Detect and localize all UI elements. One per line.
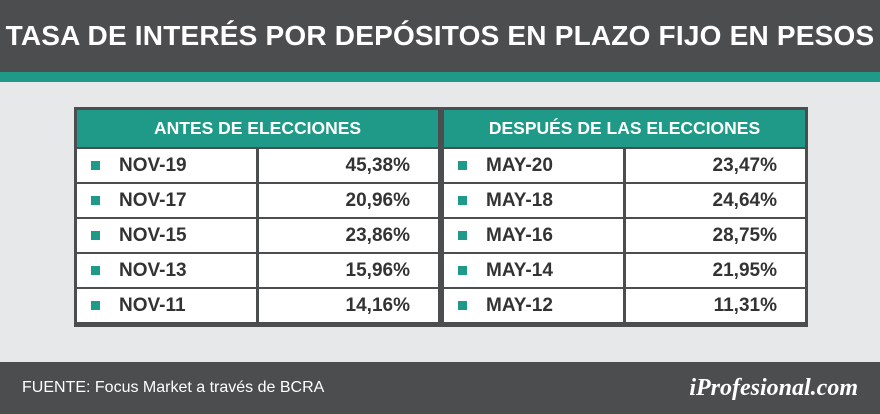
rate-value: 11,31% [626, 289, 805, 322]
period-label: MAY-18 [486, 190, 553, 211]
table-row: MAY-18 24,64% [444, 184, 805, 217]
period-cell: NOV-15 [77, 219, 256, 252]
period-cell: MAY-14 [444, 254, 623, 287]
square-bullet-icon [91, 161, 100, 170]
period-label: MAY-14 [486, 260, 553, 281]
column-header: ANTES DE ELECCIONES [77, 110, 438, 147]
rate-value: 28,75% [626, 219, 805, 252]
period-label: MAY-20 [486, 155, 553, 176]
square-bullet-icon [91, 196, 100, 205]
rates-table: ANTES DE ELECCIONES NOV-19 45,38% NOV-17 20… [74, 107, 808, 327]
square-bullet-icon [91, 231, 100, 240]
rate-value: 20,96% [259, 184, 438, 217]
rate-value: 45,38% [259, 149, 438, 182]
period-label: NOV-19 [119, 155, 187, 176]
period-label: MAY-16 [486, 225, 553, 246]
period-label: NOV-17 [119, 190, 187, 211]
column-header: DESPUÉS DE LAS ELECCIONES [444, 110, 805, 147]
rate-value: 14,16% [259, 289, 438, 322]
period-cell: MAY-12 [444, 289, 623, 322]
period-cell: NOV-19 [77, 149, 256, 182]
period-label: NOV-13 [119, 260, 187, 281]
table-row: NOV-19 45,38% [77, 149, 438, 182]
rate-value: 23,47% [626, 149, 805, 182]
period-cell: NOV-11 [77, 289, 256, 322]
period-label: NOV-11 [119, 295, 186, 316]
table-row: NOV-11 14,16% [77, 289, 438, 322]
square-bullet-icon [458, 196, 467, 205]
square-bullet-icon [458, 231, 467, 240]
square-bullet-icon [458, 266, 467, 275]
page-title: TASA DE INTERÉS POR DEPÓSITOS EN PLAZO F… [5, 20, 875, 51]
square-bullet-icon [458, 301, 467, 310]
rate-value: 21,95% [626, 254, 805, 287]
period-cell: NOV-13 [77, 254, 256, 287]
rate-value: 24,64% [626, 184, 805, 217]
group-after-elections: DESPUÉS DE LAS ELECCIONES MAY-20 23,47% MA… [441, 107, 808, 327]
rate-value: 15,96% [259, 254, 438, 287]
table-row: MAY-14 21,95% [444, 254, 805, 287]
period-label: NOV-15 [119, 225, 187, 246]
square-bullet-icon [458, 161, 467, 170]
period-cell: MAY-20 [444, 149, 623, 182]
header-bar: TASA DE INTERÉS POR DEPÓSITOS EN PLAZO F… [0, 0, 880, 72]
table-row: NOV-17 20,96% [77, 184, 438, 217]
period-cell: NOV-17 [77, 184, 256, 217]
table-row: NOV-15 23,86% [77, 219, 438, 252]
table-row: NOV-13 15,96% [77, 254, 438, 287]
square-bullet-icon [91, 301, 100, 310]
period-cell: MAY-16 [444, 219, 623, 252]
group-before-elections: ANTES DE ELECCIONES NOV-19 45,38% NOV-17 20… [74, 107, 441, 327]
table-row: MAY-16 28,75% [444, 219, 805, 252]
footer-bar: FUENTE: Focus Market a través de BCRA iP… [0, 362, 880, 414]
brand-logo: iProfesional.com [689, 375, 858, 401]
source-note: FUENTE: Focus Market a través de BCRA [22, 379, 325, 396]
period-cell: MAY-18 [444, 184, 623, 217]
period-label: MAY-12 [486, 295, 553, 316]
accent-band [0, 72, 880, 82]
table-row: MAY-12 11,31% [444, 289, 805, 322]
table-row: MAY-20 23,47% [444, 149, 805, 182]
rate-value: 23,86% [259, 219, 438, 252]
square-bullet-icon [91, 266, 100, 275]
